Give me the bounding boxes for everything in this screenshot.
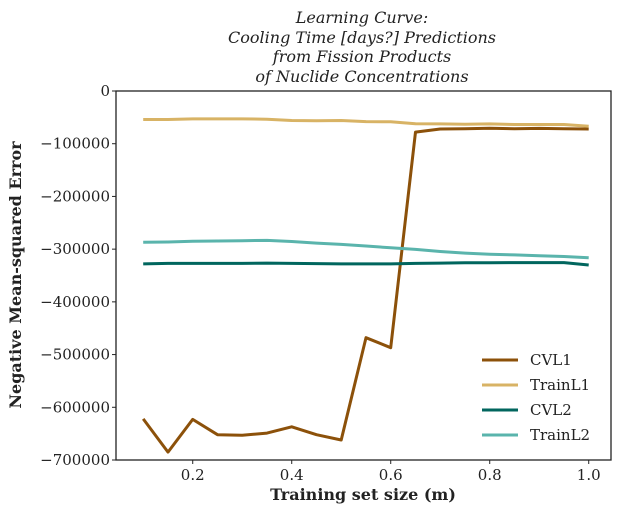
y-tick-label: −700000 — [40, 451, 110, 469]
series-line-trainl2 — [143, 238, 589, 260]
y-axis-ticks: 0 −100000 −200000 −300000 −400000 −500000 −600… — [40, 82, 116, 469]
plot-frame — [115, 90, 612, 461]
y-tick-label: −600000 — [40, 398, 110, 416]
y-axis-label: Negative Mean-squared Error — [6, 141, 25, 409]
legend: CVL1 TrainL1 CVL2 TrainL2 — [482, 351, 590, 444]
y-tick-label: −500000 — [40, 346, 110, 364]
legend-label-cvl1: CVL1 — [530, 351, 572, 369]
x-tick-label: 0.8 — [478, 466, 502, 484]
chart-title: Learning Curve: Cooling Time [days?] Pre… — [228, 8, 496, 86]
x-tick-label: 1.0 — [577, 466, 601, 484]
x-tick-label: 0.2 — [181, 466, 205, 484]
legend-label-cvl2: CVL2 — [530, 401, 572, 419]
y-tick-label: −100000 — [40, 135, 110, 153]
x-axis-ticks: 0.2 0.4 0.6 0.8 1.0 — [181, 460, 601, 484]
x-tick-label: 0.4 — [280, 466, 304, 484]
title-line-2: Cooling Time [days?] Predictions — [228, 28, 496, 47]
y-tick-label: −200000 — [40, 187, 110, 205]
title-line-4: of Nuclide Concentrations — [255, 67, 468, 86]
series-line-trainl1 — [143, 117, 589, 128]
series-line-cvl2 — [143, 261, 589, 267]
y-tick-label: −300000 — [40, 240, 110, 258]
title-line-1: Learning Curve: — [295, 8, 428, 27]
series-line-cvl1 — [141, 126, 589, 454]
x-axis-label: Training set size (m) — [270, 485, 456, 504]
y-tick-label: 0 — [100, 82, 110, 100]
legend-label-trainl2: TrainL2 — [530, 426, 590, 444]
series-layer — [141, 117, 589, 454]
x-tick-label: 0.6 — [379, 466, 403, 484]
title-line-3: from Fission Products — [272, 47, 451, 66]
legend-label-trainl1: TrainL1 — [530, 376, 590, 394]
y-tick-label: −400000 — [40, 293, 110, 311]
